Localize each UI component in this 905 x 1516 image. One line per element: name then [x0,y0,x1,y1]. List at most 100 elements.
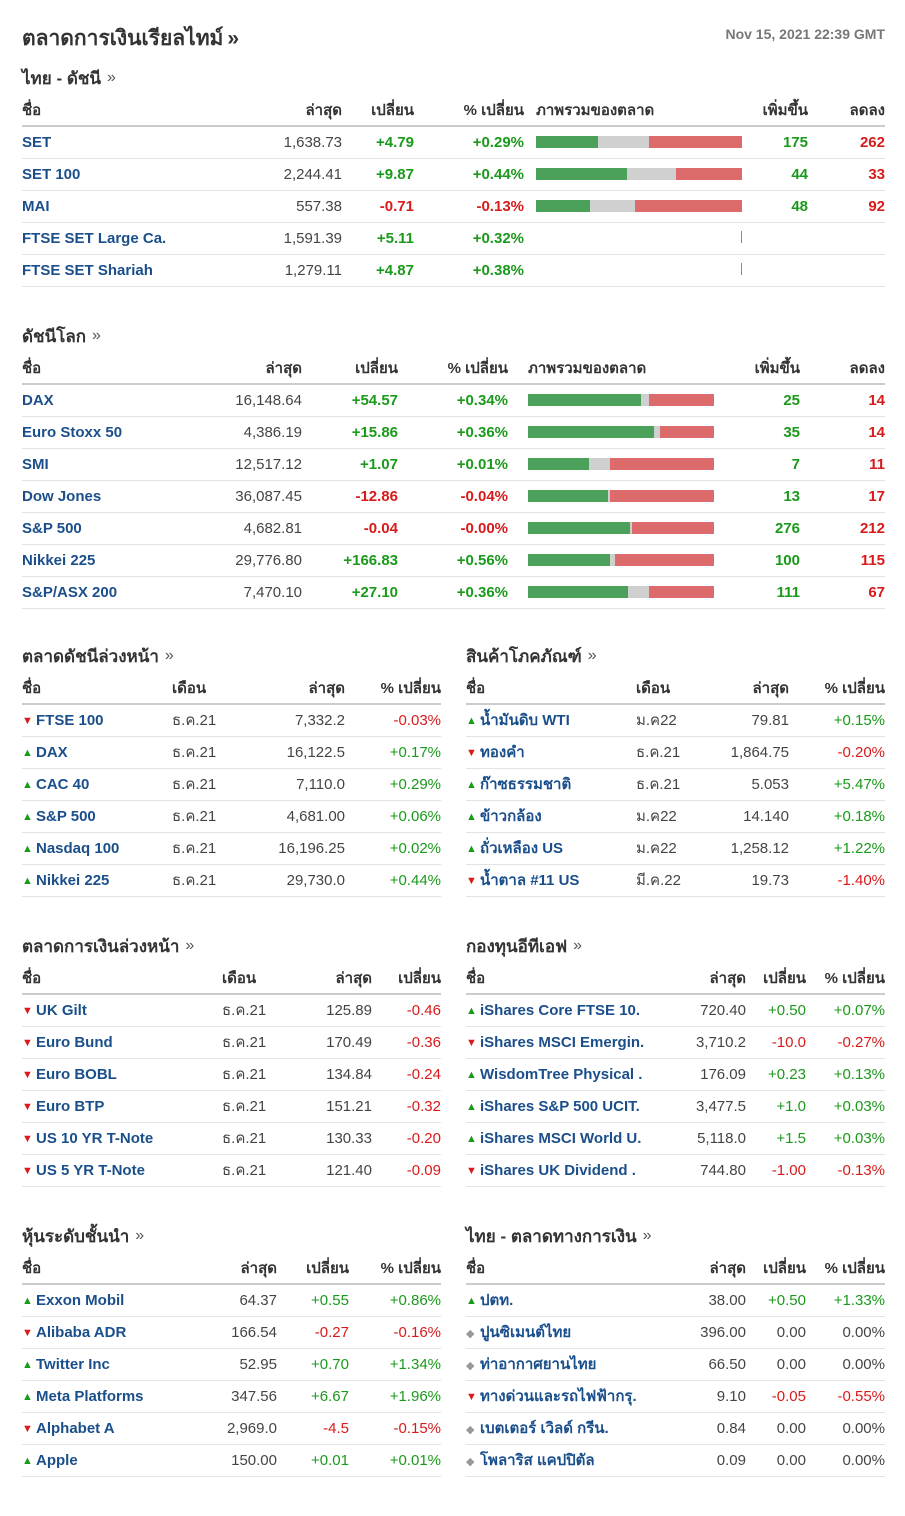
section-title-text[interactable]: สินค้าโภคภัณฑ์ [466,646,582,666]
page-title-more-link[interactable]: » [227,27,240,50]
row-name-link[interactable]: ▲ ถั่วเหลือง US [466,832,636,865]
row-name-link[interactable]: ▲ Exxon Mobil [22,1284,197,1317]
section-title[interactable]: ไทย - ดัชนี » [22,62,885,94]
row-name-link[interactable]: ▼ Alibaba ADR [22,1316,197,1349]
row-name-link[interactable]: ▼ iShares UK Dividend . [466,1154,666,1187]
breadth-bar [528,394,714,407]
row-name-link[interactable]: ◆ ปูนซิเมนต์ไทย [466,1316,666,1349]
section-title[interactable]: สินค้าโภคภัณฑ์ » [466,640,885,672]
row-name-link[interactable]: FTSE SET Large Ca. [22,222,212,255]
row-name-link[interactable]: ◆ โพลาริส แคปปิตัล [466,1444,666,1477]
market-breadth-bar [508,416,714,449]
row-name-link[interactable]: ▼ Euro BOBL [22,1058,222,1091]
section-title[interactable]: ดัชนีโลก » [22,320,885,352]
row-name-link[interactable]: SMI [22,448,182,481]
table-row: ▲ WisdomTree Physical . 176.09 +0.23 +0.13% [466,1058,885,1091]
section-more-link[interactable]: » [185,937,195,954]
section-more-link[interactable]: » [164,647,174,664]
row-name-link[interactable]: ▼ FTSE 100 [22,704,172,737]
section-more-link[interactable]: » [642,1227,652,1244]
section-more-link[interactable]: » [573,937,583,954]
row-name-link[interactable]: FTSE SET Shariah [22,254,212,287]
row-name-link[interactable]: ▼ US 5 YR T-Note [22,1154,222,1187]
breadth-bar [536,200,742,212]
row-name-link[interactable]: ▲ CAC 40 [22,768,172,801]
section-title[interactable]: ไทย - ตลาดทางการเงิน » [466,1220,885,1252]
row-name-link[interactable]: S&P/ASX 200 [22,576,182,609]
row-name-link[interactable]: Nikkei 225 [22,544,182,577]
row-name-link[interactable]: SET 100 [22,158,212,191]
section-title[interactable]: กองทุนอีทีเอฟ » [466,930,885,962]
row-name-link[interactable]: ▲ iShares S&P 500 UCIT. [466,1090,666,1123]
row-name-link[interactable]: ▼ Alphabet A [22,1412,197,1445]
row-name-link[interactable]: SET [22,126,212,159]
row-name-link[interactable]: ▼ ทองคำ [466,736,636,769]
page-title[interactable]: ตลาดการเงินเรียลไทม์» [22,22,239,55]
section-more-link[interactable]: » [587,647,597,664]
section-title[interactable]: ตลาดดัชนีล่วงหน้า » [22,640,441,672]
row-name-link[interactable]: ▲ Nasdaq 100 [22,832,172,865]
row-advances: 35 [714,416,800,449]
section-title-text[interactable]: ตลาดดัชนีล่วงหน้า [22,646,159,666]
row-name-link[interactable]: ▼ Euro Bund [22,1026,222,1059]
breadth-bar [536,136,742,149]
arrow-up-icon: ▲ [466,1004,477,1017]
page-title-text[interactable]: ตลาดการเงินเรียลไทม์ [22,27,224,50]
market-breadth-bar [524,222,742,255]
row-name-link[interactable]: ▼ UK Gilt [22,994,222,1027]
row-month: ธ.ค.21 [222,1026,302,1059]
row-name-link[interactable]: ▲ WisdomTree Physical . [466,1058,666,1091]
row-name-link[interactable]: ▼ US 10 YR T-Note [22,1122,222,1155]
section-title-text[interactable]: กองทุนอีทีเอฟ [466,936,568,956]
row-name-link[interactable]: Euro Stoxx 50 [22,416,182,449]
row-name-link[interactable]: ▼ Euro BTP [22,1090,222,1123]
table-row: SET 1,638.73 +4.79 +0.29% 175 262 [22,126,885,159]
section-more-link[interactable]: » [92,327,101,344]
row-name-link[interactable]: ▲ ข้าวกล้อง [466,800,636,833]
row-name-link[interactable]: ▲ DAX [22,736,172,769]
row-name-link[interactable]: ▼ น้ำตาล #11 US [466,864,636,897]
row-name-link[interactable]: DAX [22,384,182,417]
row-name-link[interactable]: ◆ ท่าอากาศยานไทย [466,1348,666,1381]
row-name-link[interactable]: MAI [22,190,212,223]
section-more-link[interactable]: » [135,1227,145,1244]
row-name-link[interactable]: ▲ Apple [22,1444,197,1477]
table-row: ▲ Nasdaq 100 ธ.ค.21 16,196.25 +0.02% [22,832,441,865]
row-name-link[interactable]: S&P 500 [22,512,182,545]
row-name-link[interactable]: ▲ S&P 500 [22,800,172,833]
section-title-text[interactable]: ไทย - ดัชนี [22,68,102,88]
row-name-link[interactable]: ▲ iShares Core FTSE 10. [466,994,666,1027]
table-row: ▲ S&P 500 ธ.ค.21 4,681.00 +0.06% [22,800,441,833]
row-last: 166.54 [197,1316,277,1349]
row-name-link[interactable]: ▲ Meta Platforms [22,1380,197,1413]
row-name-link[interactable]: ▲ iShares MSCI World U. [466,1122,666,1155]
row-change: -10.0 [746,1026,806,1059]
row-month: ธ.ค.21 [636,768,716,801]
bonds-etf-row: ตลาดการเงินล่วงหน้า » ชื่อ เดือน ล่าสุด … [22,930,885,1220]
row-name-link[interactable]: Dow Jones [22,480,182,513]
section-title-text[interactable]: หุ้นระดับชั้นนำ [22,1226,130,1246]
row-name-link[interactable]: ▼ ทางด่วนและรถไฟฟ้ากรุ. [466,1380,666,1413]
col-change: เปลี่ยน [746,962,806,995]
thai-stocks-body: ▲ ปตท. 38.00 +0.50 +1.33% ◆ ปูนซิเมนต์ไทย 396.0… [466,1284,885,1477]
section-title-text[interactable]: ดัชนีโลก [22,326,87,346]
row-name-link[interactable]: ▼ iShares MSCI Emergin. [466,1026,666,1059]
thai-stocks-section: ไทย - ตลาดทางการเงิน » ชื่อ ล่าสุด เปลี่… [466,1220,885,1510]
arrow-flat-icon: ◆ [466,1327,475,1340]
section-title[interactable]: หุ้นระดับชั้นนำ » [22,1220,441,1252]
section-title-text[interactable]: ไทย - ตลาดทางการเงิน [466,1226,637,1246]
section-title-text[interactable]: ตลาดการเงินล่วงหน้า [22,936,180,956]
section-more-link[interactable]: » [107,69,116,86]
col-last: ล่าสุด [182,352,302,385]
row-declines: 67 [800,576,885,609]
row-name-link[interactable]: ▲ Twitter Inc [22,1348,197,1381]
row-change: -0.24 [372,1058,441,1091]
row-name-link[interactable]: ▲ ก๊าซธรรมชาติ [466,768,636,801]
row-name-link[interactable]: ◆ เบตเตอร์ เวิลด์ กรีน. [466,1412,666,1445]
row-name-link[interactable]: ▲ น้ำมันดิบ WTI [466,704,636,737]
row-name-link[interactable]: ▲ ปตท. [466,1284,666,1317]
unchanged-segment [609,554,616,566]
section-title[interactable]: ตลาดการเงินล่วงหน้า » [22,930,441,962]
table-row: Euro Stoxx 50 4,386.19 +15.86 +0.36% 35 14 [22,416,885,449]
row-name-link[interactable]: ▲ Nikkei 225 [22,864,172,897]
